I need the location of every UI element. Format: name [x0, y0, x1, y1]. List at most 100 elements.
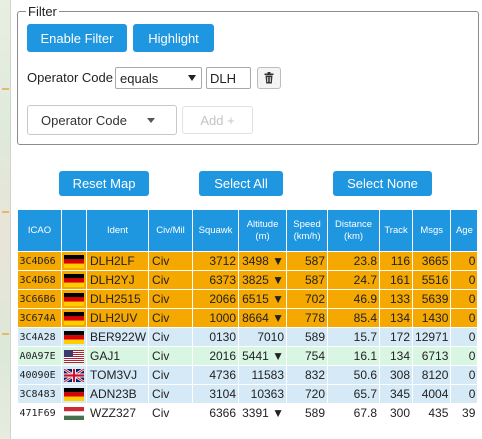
- highlight-button[interactable]: Highlight: [133, 24, 214, 52]
- cell-msgs: 12971: [412, 327, 452, 347]
- cell-msgs: 8120: [412, 365, 452, 385]
- select-none-button[interactable]: Select None: [333, 171, 432, 196]
- cell-age: 0: [450, 346, 479, 366]
- header-icao[interactable]: ICAO: [17, 209, 62, 252]
- cell-msgs: 5516: [412, 270, 452, 290]
- cell-distance: 85.4: [327, 308, 381, 328]
- cell-speed: 702: [286, 289, 329, 309]
- cell-civmil: Civ: [148, 403, 194, 423]
- caret-down-icon: [147, 118, 155, 123]
- germany-flag-icon: [64, 273, 84, 287]
- header-altitude[interactable]: Altitude (m): [238, 209, 288, 252]
- cell-ident: ADN23B: [86, 384, 150, 404]
- cell-squawk: 3712: [192, 251, 240, 271]
- table-row[interactable]: 3C674A DLH2UV Civ 1000 8664 ▼ 778 85.4 134 1430 0: [17, 308, 479, 328]
- cell-altitude: 3391 ▼: [238, 403, 288, 423]
- cell-distance: 50.6: [327, 365, 381, 385]
- enable-filter-button[interactable]: Enable Filter: [27, 24, 127, 52]
- cell-altitude: 5441 ▼: [238, 346, 288, 366]
- cell-flag: [61, 403, 87, 423]
- header-age[interactable]: Age: [450, 209, 479, 252]
- cell-civmil: Civ: [148, 308, 194, 328]
- cell-ident: BER922W: [86, 327, 150, 347]
- header-track[interactable]: Track: [379, 209, 414, 252]
- map-edge[interactable]: [0, 0, 11, 439]
- cell-civmil: Civ: [148, 365, 194, 385]
- cell-speed: 754: [286, 346, 329, 366]
- cell-flag: [61, 308, 87, 328]
- cell-ident: GAJ1: [86, 346, 150, 366]
- cell-civmil: Civ: [148, 384, 194, 404]
- cell-altitude: 8664 ▼: [238, 308, 288, 328]
- filter-field-dropdown[interactable]: Operator Code: [27, 105, 177, 135]
- cell-icao: 40090E: [17, 365, 62, 385]
- cell-squawk: 2066: [192, 289, 240, 309]
- cell-icao: 471F69: [17, 403, 62, 423]
- cell-icao: 3C4D66: [17, 251, 62, 271]
- cell-msgs: 1430: [412, 308, 452, 328]
- cell-track: 308: [379, 365, 414, 385]
- cell-speed: 720: [286, 384, 329, 404]
- header-distance[interactable]: Distance (km): [327, 209, 381, 252]
- cell-distance: 24.7: [327, 270, 381, 290]
- cell-track: 116: [379, 251, 414, 271]
- header-msgs[interactable]: Msgs: [412, 209, 452, 252]
- operator-code-label: Operator Code: [27, 70, 113, 85]
- germany-flag-icon: [64, 330, 84, 344]
- table-row[interactable]: 3C4A28 BER922W Civ 0130 7010 589 15.7 172 12971 0: [17, 327, 479, 347]
- cell-altitude: 7010: [238, 327, 288, 347]
- header-squawk[interactable]: Squawk: [192, 209, 240, 252]
- header-flag[interactable]: [61, 209, 87, 252]
- cell-flag: [61, 251, 87, 271]
- table-row[interactable]: 471F69 WZZ327 Civ 6366 3391 ▼ 589 67.8 300 435 39: [17, 403, 479, 423]
- table-row[interactable]: 40090E TOM3VJ Civ 4736 11583 832 50.6 308 8120 0: [17, 365, 479, 385]
- cell-altitude: 10363: [238, 384, 288, 404]
- uk-flag-icon: [64, 368, 84, 382]
- reset-map-button[interactable]: Reset Map: [59, 171, 149, 196]
- cell-squawk: 6366: [192, 403, 240, 423]
- cell-age: 0: [450, 251, 479, 271]
- cell-icao: 3C4A28: [17, 327, 62, 347]
- cell-altitude: 6515 ▼: [238, 289, 288, 309]
- table-row[interactable]: 3C4D66 DLH2LF Civ 3712 3498 ▼ 587 23.8 116 3665 0: [17, 251, 479, 271]
- cell-civmil: Civ: [148, 327, 194, 347]
- add-filter-button[interactable]: Add +: [182, 106, 253, 134]
- cell-flag: [61, 270, 87, 290]
- header-civmil[interactable]: Civ/Mil: [148, 209, 194, 252]
- header-speed[interactable]: Speed (km/h): [286, 209, 329, 252]
- hungary-flag-icon: [64, 406, 84, 420]
- table-row[interactable]: 3C66B6 DLH2515 Civ 2066 6515 ▼ 702 46.9 133 5639…: [17, 289, 479, 309]
- select-all-button[interactable]: Select All: [199, 171, 283, 196]
- cell-distance: 15.7: [327, 327, 381, 347]
- cell-msgs: 5639: [412, 289, 452, 309]
- cell-ident: DLH2YJ: [86, 270, 150, 290]
- cell-track: 133: [379, 289, 414, 309]
- cell-civmil: Civ: [148, 270, 194, 290]
- cell-icao: 3C674A: [17, 308, 62, 328]
- table-header-row: ICAO Ident Civ/Mil Squawk Altitude (m) Sp…: [17, 209, 479, 252]
- cell-track: 134: [379, 308, 414, 328]
- germany-flag-icon: [64, 254, 84, 268]
- cell-squawk: 0130: [192, 327, 240, 347]
- select-arrow-icon: [188, 75, 196, 81]
- header-ident[interactable]: Ident: [85, 209, 150, 252]
- cell-track: 172: [379, 327, 414, 347]
- cell-icao: 3C66B6: [17, 289, 62, 309]
- remove-filter-button[interactable]: [257, 67, 281, 89]
- table-row[interactable]: A0A97E GAJ1 Civ 2016 5441 ▼ 754 16.1 134 6713 0: [17, 346, 479, 366]
- cell-squawk: 4736: [192, 365, 240, 385]
- cell-distance: 46.9: [327, 289, 381, 309]
- table-row[interactable]: 3C4D68 DLH2YJ Civ 6373 3825 ▼ 587 24.7 161 5516 0: [17, 270, 479, 290]
- condition-select[interactable]: equals: [115, 67, 202, 89]
- cell-age: 0: [450, 308, 479, 328]
- cell-ident: DLH2LF: [86, 251, 150, 271]
- cell-age: 0: [450, 384, 479, 404]
- cell-ident: DLH2515: [86, 289, 150, 309]
- table-row[interactable]: 3C8483 ADN23B Civ 3104 10363 720 65.7 345 4004 0: [17, 384, 479, 404]
- cell-flag: [61, 289, 87, 309]
- cell-speed: 587: [286, 270, 329, 290]
- cell-msgs: 4004: [412, 384, 452, 404]
- operator-code-input[interactable]: DLH: [206, 67, 251, 89]
- cell-age: 0: [450, 270, 479, 290]
- cell-distance: 16.1: [327, 346, 381, 366]
